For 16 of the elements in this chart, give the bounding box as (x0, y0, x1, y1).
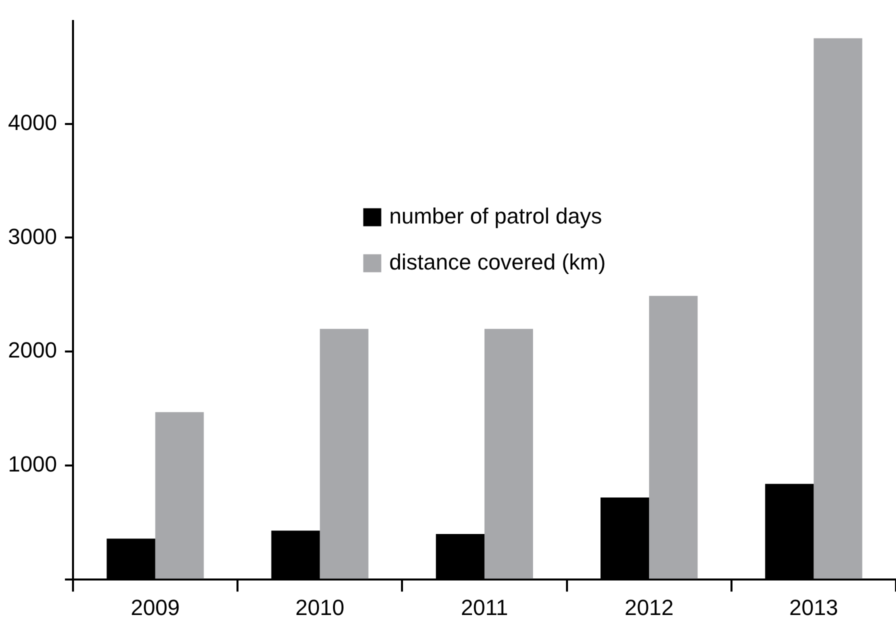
legend-label: number of patrol days (389, 203, 602, 228)
legend-label: distance covered (km) (389, 249, 606, 274)
bar (484, 328, 534, 579)
x-tick-label: 2013 (789, 594, 838, 620)
y-tick-label: 2000 (8, 338, 57, 363)
y-tick-label: 1000 (8, 452, 57, 477)
x-tick-label: 2012 (624, 594, 674, 620)
bar (155, 412, 204, 579)
bar (814, 38, 862, 579)
x-tick-label: 2011 (460, 594, 508, 620)
y-tick-label: 4000 (8, 110, 57, 135)
y-tick-label: 3000 (8, 224, 57, 249)
x-tick-label: 2009 (130, 594, 180, 620)
x-tick-label: 2010 (295, 594, 344, 620)
bar (320, 328, 368, 579)
bar (649, 296, 698, 579)
